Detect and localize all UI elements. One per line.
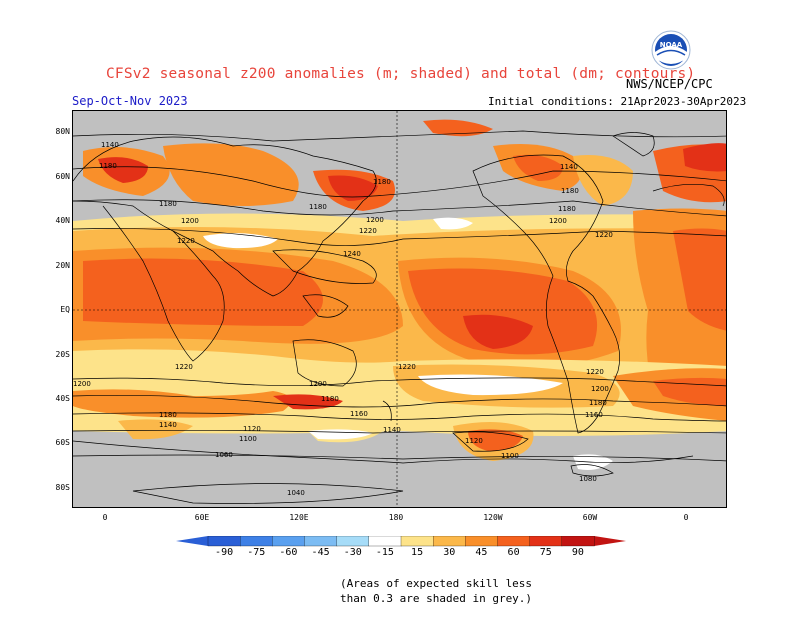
colorbar-label: -30 — [343, 547, 362, 558]
contour-label: 1180 — [589, 399, 607, 407]
colorbar-label: 75 — [539, 547, 552, 558]
colorbar-cell — [400, 535, 434, 547]
colorbar-label: -60 — [279, 547, 298, 558]
footnote-line-1: (Areas of expected skill less — [340, 577, 533, 590]
initial-conditions-label: Initial conditions: 21Apr2023-30Apr2023 — [488, 95, 747, 108]
contour-label: 1120 — [465, 437, 483, 445]
contour-labels: 1140 1180 1180 1200 1220 1180 1180 1200 … — [73, 141, 613, 497]
footnote-line-2: than 0.3 are shaded in grey.) — [340, 592, 533, 605]
lat-label-40n: 40N — [55, 216, 70, 225]
colorbar-cell — [561, 535, 595, 547]
contour-label: 1180 — [321, 395, 339, 403]
colorbar-cell — [240, 535, 273, 547]
contour-label: 1200 — [549, 217, 567, 225]
lat-label-20n: 20N — [55, 261, 70, 270]
contour-label: 1220 — [398, 363, 416, 371]
contour-label: 1140 — [159, 421, 177, 429]
colorbar-cell — [304, 535, 338, 547]
logo-text: NOAA — [660, 41, 683, 49]
lat-label-60s: 60S — [55, 438, 70, 447]
contour-label: 1200 — [181, 217, 199, 225]
lon-label-120e: 120E — [289, 513, 309, 522]
contour-label: 1140 — [560, 163, 578, 171]
colorbar-cell — [529, 535, 563, 547]
map-title: CFSv2 seasonal z200 anomalies (m; shaded… — [106, 66, 696, 82]
contour-label: 1200 — [73, 380, 91, 388]
contour-label: 1200 — [309, 380, 327, 388]
lon-label-120w: 120W — [483, 513, 503, 522]
anomaly-map: 1140 1180 1180 1200 1220 1180 1180 1200 … — [72, 110, 727, 508]
anomaly-shading — [73, 119, 726, 470]
coastlines — [73, 132, 725, 477]
lat-label-60n: 60N — [55, 172, 70, 181]
height-contours — [73, 130, 726, 504]
contour-label: 1200 — [591, 385, 609, 393]
lon-label-60w: 60W — [582, 513, 598, 522]
contour-label: 1180 — [373, 178, 391, 186]
colorbar-cell — [207, 535, 241, 547]
colorbar-cell — [497, 535, 531, 547]
contour-label: 1160 — [585, 411, 603, 419]
contour-label: 1220 — [586, 368, 604, 376]
colorbar — [176, 535, 626, 556]
colorbar-right-arrow — [594, 536, 626, 546]
colorbar-label: -45 — [311, 547, 330, 558]
colorbar-label: -75 — [247, 547, 266, 558]
lon-label-0: 0 — [102, 513, 108, 522]
colorbar-cell — [465, 535, 499, 547]
contour-label: 1220 — [177, 237, 195, 245]
contour-label: 1180 — [561, 187, 579, 195]
colorbar-cell — [336, 535, 370, 547]
colorbar-label: 90 — [571, 547, 584, 558]
colorbar-label: -15 — [375, 547, 394, 558]
contour-label: 1220 — [359, 227, 377, 235]
colorbar-label: 15 — [411, 547, 424, 558]
contour-label: 1180 — [99, 162, 117, 170]
noaa-logo: NOAA — [651, 30, 691, 70]
agency-label: NWS/NCEP/CPC — [626, 77, 713, 91]
colorbar-cell — [272, 535, 306, 547]
contour-label: 1180 — [159, 200, 177, 208]
contour-label: 1100 — [239, 435, 257, 443]
colorbar-label: 30 — [443, 547, 456, 558]
contour-label: 1140 — [101, 141, 119, 149]
contour-label: 1080 — [579, 475, 597, 483]
lat-label-40s: 40S — [55, 394, 70, 403]
contour-label: 1160 — [350, 410, 368, 418]
lat-label-80n: 80N — [55, 127, 70, 136]
anomaly-map-svg: 1140 1180 1180 1200 1220 1180 1180 1200 … — [73, 111, 726, 507]
colorbar-label: 45 — [475, 547, 488, 558]
contour-label: 1180 — [309, 203, 327, 211]
colorbar-label: 60 — [507, 547, 520, 558]
contour-label: 1180 — [159, 411, 177, 419]
contour-label: 1100 — [501, 452, 519, 460]
map-grid — [73, 111, 726, 507]
lon-label-60e: 60E — [194, 513, 210, 522]
contour-label: 1060 — [215, 451, 233, 459]
contour-label: 1200 — [366, 216, 384, 224]
contour-label: 1040 — [287, 489, 305, 497]
colorbar-left-arrow — [176, 536, 208, 546]
colorbar-cells — [207, 535, 595, 547]
lat-label-eq: EQ — [60, 305, 70, 314]
contour-label: 1220 — [595, 231, 613, 239]
colorbar-cell — [368, 535, 402, 547]
contour-label: 1180 — [558, 205, 576, 213]
skill-footnote: (Areas of expected skill less than 0.3 a… — [340, 576, 532, 606]
lon-label-0-east: 0 — [683, 513, 689, 522]
contour-label: 1220 — [175, 363, 193, 371]
colorbar-cell — [433, 535, 466, 547]
lon-label-180: 180 — [388, 513, 404, 522]
lat-label-20s: 20S — [55, 350, 70, 359]
season-label: Sep-Oct-Nov 2023 — [72, 94, 188, 108]
contour-label: 1140 — [383, 426, 401, 434]
colorbar-label: -90 — [215, 547, 234, 558]
contour-label: 1240 — [343, 250, 361, 258]
lat-label-80s: 80S — [55, 483, 70, 492]
contour-label: 1120 — [243, 425, 261, 433]
